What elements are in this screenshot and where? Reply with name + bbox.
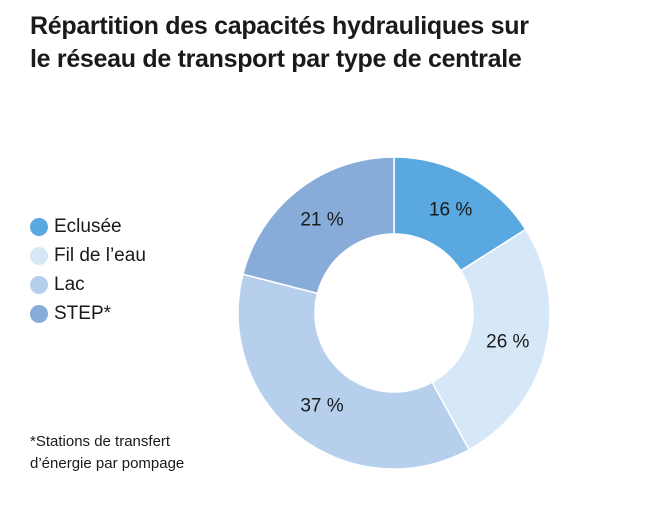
legend-item-eclusee: Eclusée (30, 212, 146, 241)
donut-labels: 16 % 26 % 37 % 21 % (300, 200, 529, 417)
footnote: *Stations de transfert d’énergie par pom… (30, 431, 184, 475)
chart-title-line-1: Répartition des capacités hydrauliques s… (30, 12, 529, 40)
chart-legend: Eclusée Fil de l’eau Lac STEP* (30, 212, 146, 328)
footnote-line-1: *Stations de transfert (30, 433, 171, 450)
legend-swatch-eclusee (30, 217, 48, 236)
legend-label-eclusee: Eclusée (54, 215, 122, 237)
legend-label-step: STEP* (54, 302, 112, 324)
donut-slice-step (241, 156, 395, 295)
chart-title: Répartition des capacités hydrauliques s… (30, 10, 630, 76)
donut-slice-fil-de-leau (431, 228, 551, 451)
donut-slice-eclusee (393, 156, 527, 272)
donut-label-fil-de-leau: 26 % (486, 332, 529, 353)
legend-item-fil-de-leau: Fil de l’eau (30, 241, 146, 270)
footnote-line-2: d’énergie par pompage (30, 455, 185, 472)
legend-label-fil-de-leau: Fil de l’eau (54, 244, 146, 266)
donut-slice-lac (237, 273, 471, 470)
donut-label-lac: 37 % (300, 395, 343, 416)
legend-item-step: STEP* (30, 299, 146, 328)
legend-swatch-step (30, 304, 48, 323)
donut-slices (237, 156, 551, 470)
legend-swatch-lac (30, 275, 48, 294)
legend-label-lac: Lac (54, 273, 85, 295)
donut-label-eclusee: 16 % (429, 200, 472, 221)
legend-item-lac: Lac (30, 270, 146, 299)
legend-swatch-fil-de-leau (30, 246, 48, 265)
chart-title-line-2: le réseau de transport par type de centr… (30, 45, 522, 73)
donut-label-step: 21 % (300, 210, 343, 231)
